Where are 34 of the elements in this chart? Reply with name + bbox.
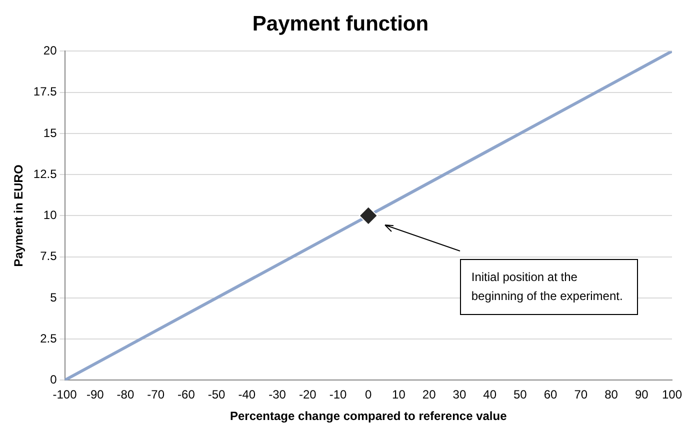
y-tick-label: 5 xyxy=(50,290,58,304)
annotation: Initial position at the beginning of the experiment. xyxy=(460,258,638,315)
y-tick-label: 12.5 xyxy=(33,166,58,181)
x-tick-label: 60 xyxy=(544,388,558,402)
y-tick-label: 2.5 xyxy=(40,331,58,346)
x-tick-label: 10 xyxy=(392,388,406,402)
y-tick-label: 7.5 xyxy=(40,249,58,264)
x-tick-label: -20 xyxy=(298,388,317,402)
x-tick-label: 90 xyxy=(634,388,649,402)
x-tick-label: -70 xyxy=(147,388,165,402)
x-tick-label: -90 xyxy=(86,388,104,402)
x-tick-label: 100 xyxy=(662,388,682,402)
x-tick-label: -80 xyxy=(116,388,134,402)
chart-title: Payment function xyxy=(252,12,429,36)
y-tick-label: 10 xyxy=(43,208,58,222)
y-axis-title: Payment in EURO xyxy=(12,164,26,267)
x-tick-label: 0 xyxy=(365,388,372,402)
x-tick-label: 80 xyxy=(604,388,618,402)
x-tick-label: 50 xyxy=(514,388,528,402)
x-tick-label: 40 xyxy=(483,388,497,402)
x-tick-label: -30 xyxy=(268,388,286,402)
x-tick-label: 70 xyxy=(574,388,588,402)
y-tick-label: 17.5 xyxy=(33,84,58,99)
x-tick-label: -60 xyxy=(178,388,196,402)
x-tick-label: -100 xyxy=(52,388,78,402)
x-tick-label: -40 xyxy=(238,388,256,402)
y-tick-label: 15 xyxy=(43,126,58,140)
x-tick-label: -10 xyxy=(329,388,348,402)
x-tick-label: -50 xyxy=(208,388,226,402)
x-axis-title: Percentage change compared to reference value xyxy=(230,409,508,424)
x-tick-label: 30 xyxy=(452,388,466,402)
x-tick-label: 20 xyxy=(422,388,436,402)
y-tick-label: 20 xyxy=(43,44,58,58)
y-tick-label: 0 xyxy=(50,372,58,387)
